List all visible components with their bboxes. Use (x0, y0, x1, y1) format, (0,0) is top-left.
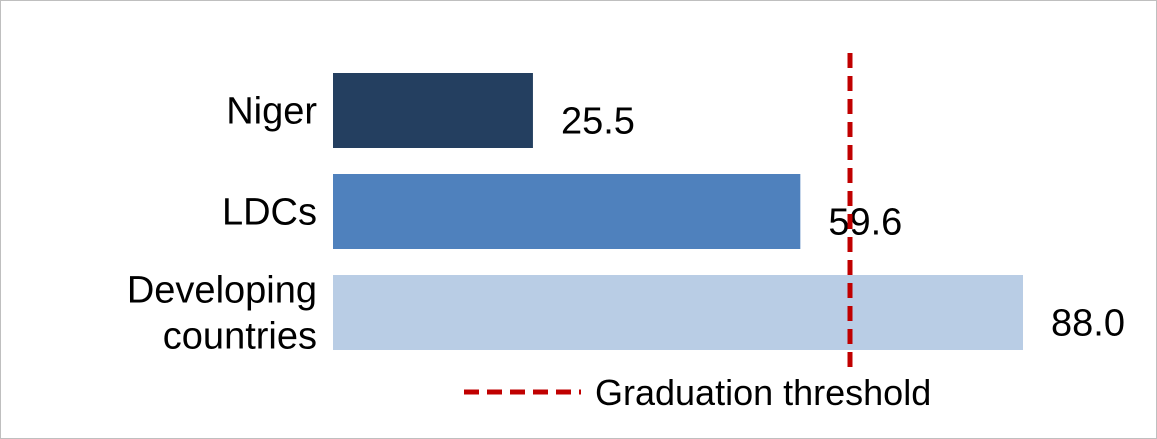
legend-label-graduation-threshold: Graduation threshold (595, 372, 931, 413)
category-label-line: countries (163, 316, 317, 358)
category-label-line: Niger (226, 91, 317, 133)
value-label-developing-countries: 88.0 (1051, 303, 1125, 345)
bar-niger (333, 73, 533, 148)
value-label-ldcs: 59.6 (828, 202, 902, 244)
bar-ldcs (333, 174, 801, 249)
value-label-niger: 25.5 (561, 101, 635, 143)
bar-developing-countries (333, 275, 1023, 350)
category-label-developing-countries: Developing countries (127, 270, 317, 358)
category-label-ldcs: LDCs (222, 192, 317, 234)
category-label-niger: Niger (226, 91, 317, 133)
category-label-line: Developing (127, 270, 317, 312)
bars-layer (333, 73, 1023, 350)
labels-layer: Niger 25.5 LDCs 59.6 Developing countries 88.0 (127, 91, 1125, 358)
category-label-line: LDCs (222, 192, 317, 234)
legend: Graduation threshold (464, 372, 931, 413)
